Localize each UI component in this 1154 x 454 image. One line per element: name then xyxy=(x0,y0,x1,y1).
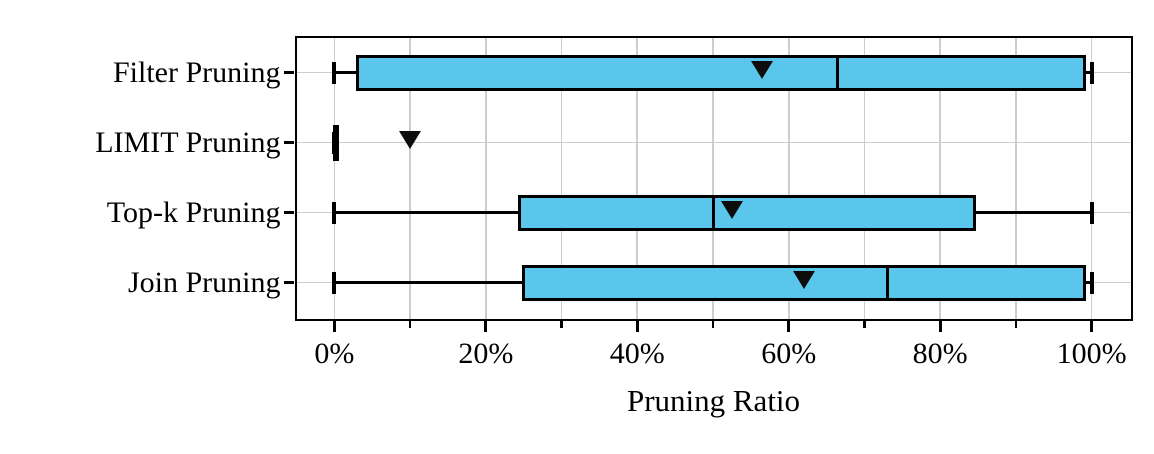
mean-marker-icon xyxy=(751,60,774,79)
whisker-cap-min xyxy=(332,61,337,84)
x-gridline xyxy=(712,37,714,319)
x-axis-major-tick xyxy=(787,320,791,332)
whisker-low xyxy=(334,281,524,284)
x-axis-minor-tick xyxy=(1014,320,1018,328)
x-gridline xyxy=(1090,37,1093,319)
iqr-box xyxy=(518,194,976,231)
y-axis-category-label: Join Pruning xyxy=(127,265,281,299)
x-axis-minor-tick xyxy=(863,320,866,328)
y-axis-tick xyxy=(284,211,294,214)
mean-marker-icon xyxy=(399,130,422,149)
whisker-cap-max xyxy=(1089,61,1094,84)
y-axis-category-label: LIMIT Pruning xyxy=(95,125,281,159)
whisker-high xyxy=(1084,71,1092,74)
x-gridline xyxy=(636,37,639,319)
whisker-high xyxy=(974,211,1092,214)
x-axis-tick-label: 100% xyxy=(1056,336,1127,370)
x-axis-tick-label: 0% xyxy=(314,336,355,370)
x-gridline xyxy=(787,37,790,319)
mean-marker-icon xyxy=(720,200,743,219)
median-line xyxy=(711,194,715,231)
x-axis-tick-label: 80% xyxy=(912,336,968,370)
y-axis-tick xyxy=(284,281,294,284)
y-axis-category-label: Top-k Pruning xyxy=(106,195,281,229)
x-axis-minor-tick xyxy=(711,320,715,328)
plot-area: Pruning Ratio Filter Pruning LIMIT Prunin… xyxy=(95,35,1133,418)
x-axis-major-tick xyxy=(484,320,488,332)
whisker-cap-min xyxy=(332,271,337,294)
x-axis-minor-tick xyxy=(408,320,412,328)
x-axis-minor-tick xyxy=(560,320,563,328)
x-axis-major-tick xyxy=(938,320,942,332)
whisker-high xyxy=(1084,281,1092,284)
x-axis-major-tick xyxy=(332,320,336,332)
whisker-cap-min xyxy=(332,201,337,224)
x-gridline xyxy=(409,37,411,319)
median-line xyxy=(332,124,336,161)
x-gridline xyxy=(939,37,941,319)
y-axis-tick xyxy=(284,141,294,144)
median-line xyxy=(885,264,889,301)
x-axis-tick-label: 40% xyxy=(609,336,665,370)
whisker-low xyxy=(334,71,358,74)
x-gridline xyxy=(485,37,487,319)
x-axis-title: Pruning Ratio xyxy=(626,382,801,418)
mean-marker-icon xyxy=(792,270,815,289)
x-axis-major-tick xyxy=(635,320,639,332)
whisker-cap-max xyxy=(1089,271,1094,294)
x-gridline xyxy=(1015,37,1017,319)
median-line xyxy=(836,54,840,91)
whisker-low xyxy=(334,211,520,214)
iqr-box xyxy=(355,54,1086,91)
x-gridline xyxy=(560,37,563,319)
whisker-cap-max xyxy=(1089,201,1094,224)
x-axis-tick-label: 60% xyxy=(761,336,817,370)
x-axis-tick-label: 20% xyxy=(458,336,514,370)
y-gridline xyxy=(296,141,1131,144)
y-axis-tick xyxy=(284,71,294,74)
x-gridline xyxy=(333,37,336,319)
x-axis-major-tick xyxy=(1090,320,1094,332)
x-gridline xyxy=(863,37,866,319)
y-axis-category-label: Filter Pruning xyxy=(112,55,281,89)
